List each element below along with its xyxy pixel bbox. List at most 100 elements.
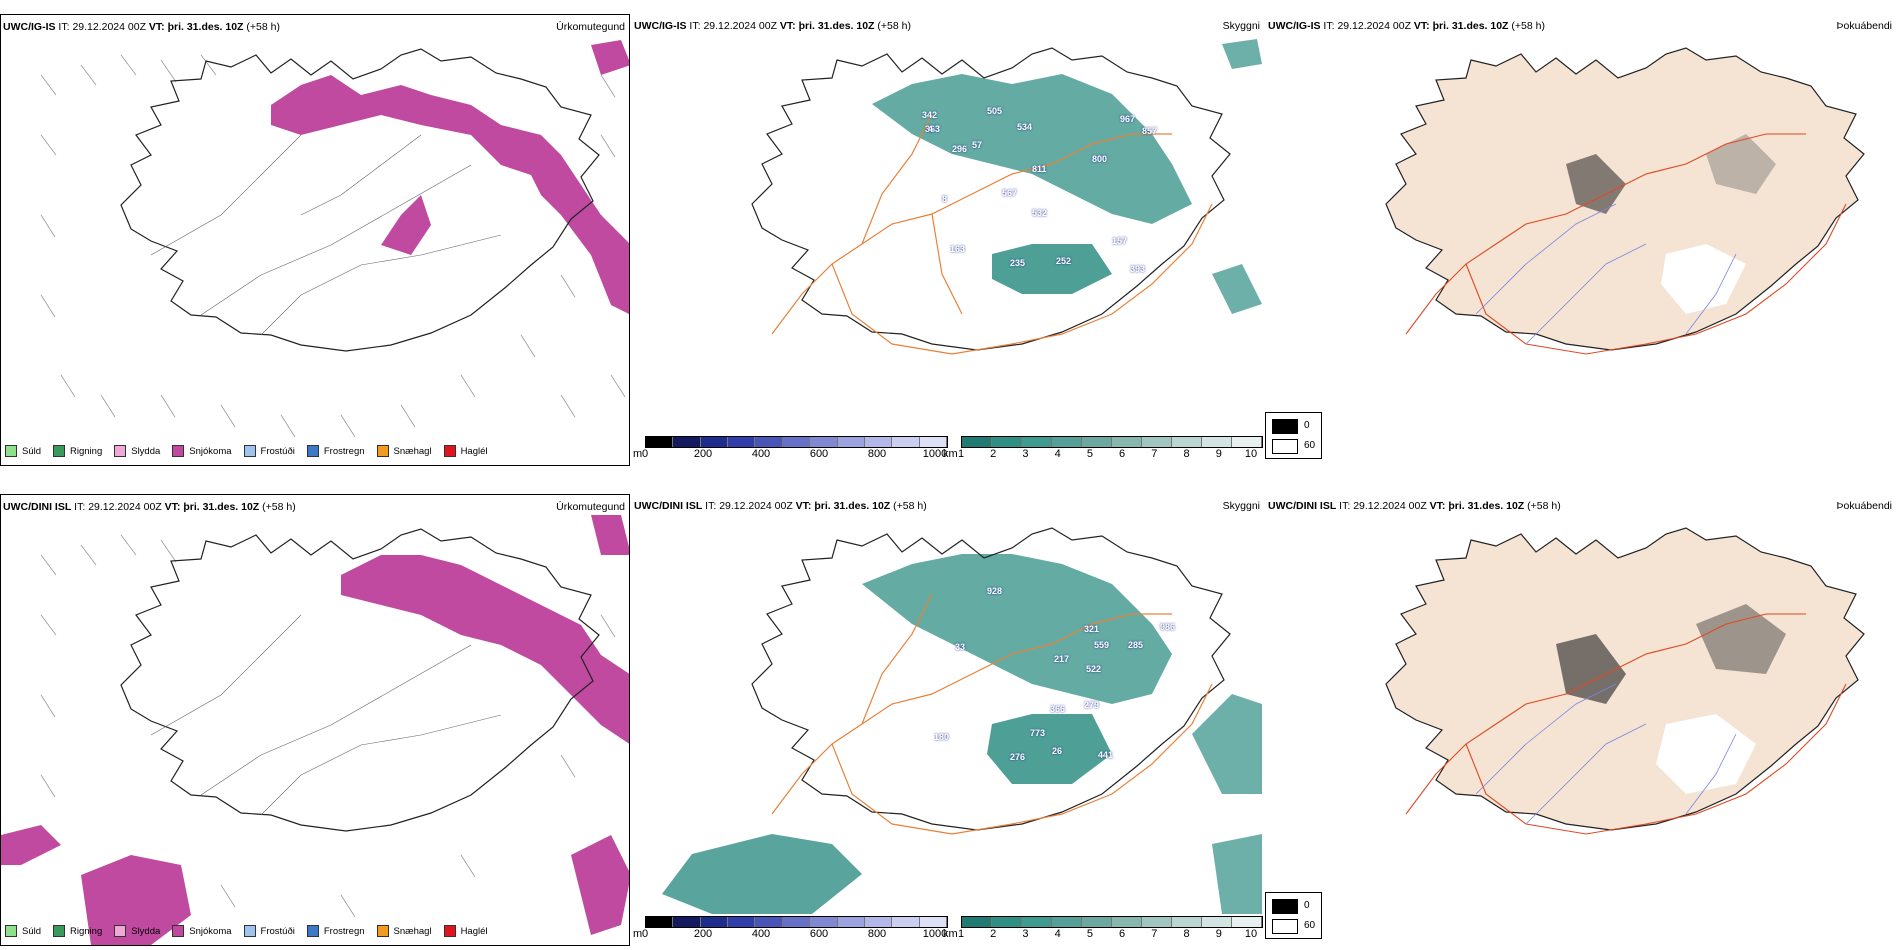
fog-legend-row2: 0 60 (1265, 892, 1322, 939)
legend-item: Snæhagl (376, 925, 432, 937)
panel-title: UWC/IG-IS IT: 29.12.2024 00Z VT: þri. 31… (3, 21, 280, 33)
cloud-base-label: 285 (1128, 640, 1144, 650)
legend-item: Haglél (443, 925, 488, 937)
cloud-base-label: 393 (1130, 264, 1146, 274)
colorbar-tick-label: 5 (1086, 448, 1093, 460)
colorbar-segment (1172, 437, 1202, 447)
coastline (120, 48, 600, 352)
cloud-base-label: 800 (1092, 154, 1108, 164)
cloud-base-label: 180 (934, 732, 950, 742)
land-mask (1385, 47, 1865, 351)
colorbar-segment (673, 917, 701, 927)
colorbar-segment (962, 917, 992, 927)
precip-panel-row1: UWC/IG-IS IT: 29.12.2024 00Z VT: þri. 31… (0, 14, 630, 466)
cloud-area (987, 714, 1112, 784)
colorbar-segment (1232, 917, 1262, 927)
panel-variable: Úrkomutegund (556, 501, 625, 513)
fog-area (1696, 604, 1786, 674)
colorbar-segment (728, 917, 756, 927)
panel-variable: Þokuábendi (1836, 500, 1892, 512)
cloud-area (1212, 39, 1262, 314)
cloud-base-label: 534 (1017, 122, 1033, 132)
cloud-base-label: 363 (925, 124, 941, 134)
colorbar-segment (837, 917, 865, 927)
cloud-area (992, 244, 1112, 294)
legend-item: Rigning (53, 925, 102, 937)
legend-swatch (114, 925, 127, 937)
colorbar-segment (837, 437, 865, 447)
cloud-base-label: 773 (1030, 728, 1046, 738)
colorbar-segment (919, 917, 947, 927)
cloud-area (662, 834, 862, 914)
colorbar-tick-label: 3 (1022, 928, 1029, 940)
colorbar-tick-label: 400 (751, 928, 771, 940)
colorbar-tick-label: 8 (1183, 448, 1190, 460)
cloud-base-label: 279 (1084, 700, 1100, 710)
colorbar-segment (1232, 437, 1262, 447)
colorbar-tick-label: 800 (867, 928, 887, 940)
legend-item: Frostúði (243, 925, 295, 937)
vis-colorbar (961, 916, 1263, 928)
colorbar-segment (1082, 437, 1112, 447)
snow-area (341, 555, 629, 744)
fog-area (1656, 714, 1756, 794)
legend-swatch (306, 445, 319, 457)
roads (771, 113, 1213, 355)
cloud-base-label: 559 (1094, 640, 1110, 650)
cloud-base-label: 157 (1112, 236, 1128, 246)
cloud-base-label: 235 (1010, 258, 1026, 268)
panel-variable: Skyggni (1222, 500, 1260, 512)
cloud-map-row2 (662, 527, 1262, 914)
legend-item: Snjókoma (172, 925, 232, 937)
colorbar-segment (992, 437, 1022, 447)
legend-swatch (376, 445, 389, 457)
colorbar-segment (992, 917, 1022, 927)
colorbar-segment (1112, 437, 1142, 447)
colorbar-segment (1052, 437, 1082, 447)
ceiling-colorbar-row2: m 0 200 400 600 800 1000 (633, 915, 948, 943)
colorbar-tick-label: 8 (1183, 928, 1190, 940)
cloud-base-label: 928 (987, 586, 1003, 596)
colorbar-tick-label: 1 (957, 448, 965, 460)
cloud-base-label: 532 (1032, 208, 1048, 218)
cloud-base-label: 567 (1002, 188, 1018, 198)
cloud-base-label: 276 (1010, 752, 1026, 762)
precip-legend: Súld Rigning Slydda Snjókoma Frostúði Fr… (5, 445, 500, 457)
panel-variable: Úrkomutegund (556, 21, 625, 33)
roads (771, 593, 1213, 835)
colorbar-segment (892, 917, 920, 927)
colorbar-tick-label: 0 (641, 448, 649, 460)
legend-swatch (5, 925, 17, 937)
legend-swatch (172, 925, 185, 937)
colorbar-segment (700, 437, 729, 447)
colorbar-segment (1052, 917, 1082, 927)
fog-legend-high (1272, 899, 1298, 914)
precip-map-row2 (1, 515, 629, 945)
cloud-area (1192, 694, 1262, 914)
legend-item: Súld (5, 925, 41, 937)
snow-area (571, 515, 629, 935)
rivers (1475, 683, 1737, 825)
rivers (1475, 203, 1737, 345)
colorbar-tick-label: 6 (1119, 448, 1126, 460)
legend-swatch (53, 445, 66, 457)
colorbar-segment (782, 917, 811, 927)
legend-item: Snjókoma (172, 445, 232, 457)
colorbar-tick-label: 3 (1022, 448, 1029, 460)
cloud-area (862, 554, 1172, 704)
colorbar-tick-label: 6 (1119, 928, 1126, 940)
colorbar-segment (782, 437, 811, 447)
snow-area (381, 195, 431, 255)
fog-panel-row1: UWC/IG-IS IT: 29.12.2024 00Z VT: þri. 31… (1266, 14, 1896, 434)
legend-swatch (5, 445, 17, 457)
fog-area (1556, 634, 1626, 704)
colorbar-tick-label: 600 (809, 928, 829, 940)
cloud-base-label: 366 (1050, 704, 1066, 714)
cloud-base-label: 857 (1142, 126, 1158, 136)
cloud-base-label: 505 (987, 106, 1003, 116)
colorbar-tick-label: 9 (1215, 928, 1222, 940)
colorbar-segment (962, 437, 992, 447)
colorbar-tick-label: 9 (1215, 448, 1222, 460)
colorbar-segment (1112, 917, 1142, 927)
colorbar-segment (864, 917, 893, 927)
